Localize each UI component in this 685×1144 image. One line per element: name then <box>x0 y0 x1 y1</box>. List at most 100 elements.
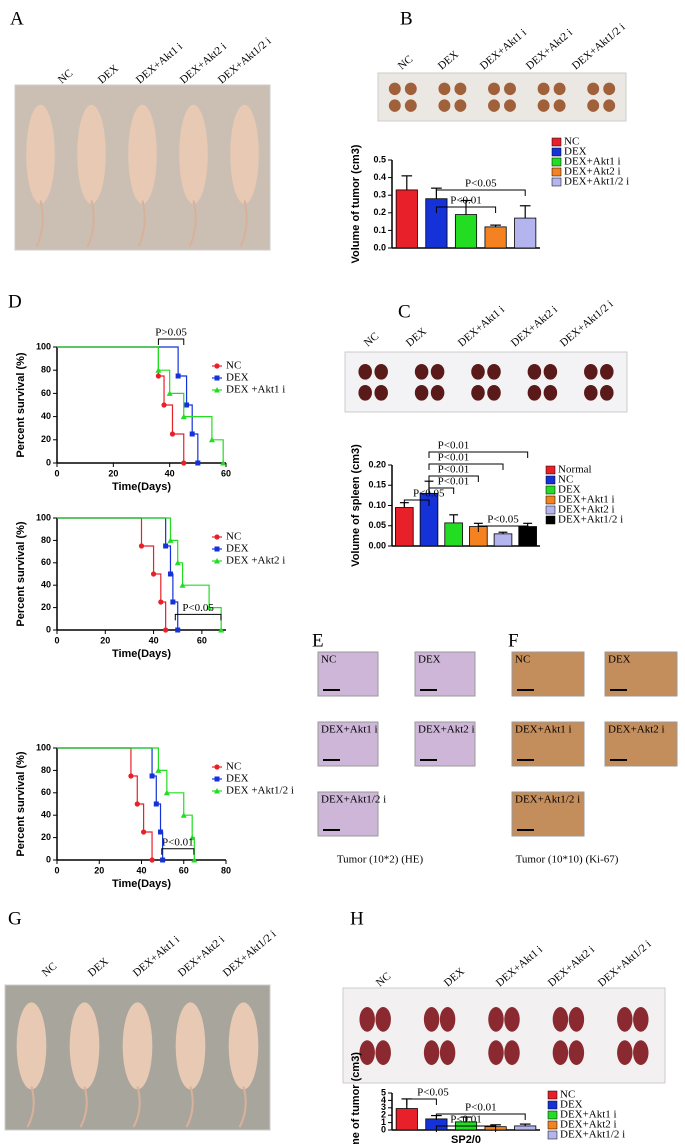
legend-label: DEX <box>560 1099 583 1111</box>
y-tick-label: 80 <box>41 765 51 775</box>
specimen <box>414 385 429 401</box>
legend-swatch <box>545 475 556 485</box>
specimen <box>454 99 467 112</box>
specimen <box>388 82 401 96</box>
point <box>170 599 176 605</box>
mouse-tail <box>35 200 44 248</box>
legend-swatch <box>547 1110 558 1120</box>
mouse-body <box>69 1002 100 1090</box>
specimen <box>439 1007 456 1032</box>
legend-label: NC <box>564 136 579 148</box>
specimen <box>633 1040 649 1065</box>
specimen <box>600 385 614 401</box>
specimen <box>358 364 372 380</box>
mouse-body <box>77 104 106 204</box>
point <box>158 829 164 835</box>
y-tick-label: 1 <box>381 1117 386 1127</box>
specimen <box>388 99 401 112</box>
bar <box>395 507 414 547</box>
point <box>134 801 140 807</box>
point <box>150 571 157 577</box>
legend-swatch <box>547 1130 558 1140</box>
photo <box>377 72 627 122</box>
specimen <box>404 99 417 112</box>
point <box>189 834 196 841</box>
y-tick-label: 80 <box>41 365 51 375</box>
legend-swatch <box>551 167 562 177</box>
legend-label: DEX <box>226 543 249 555</box>
y-tick-label: 0.0 <box>373 242 386 252</box>
significance-bracket <box>406 1098 437 1105</box>
x-tick-label: 0 <box>54 635 59 645</box>
mouse-body <box>128 104 157 204</box>
legend-swatch <box>547 1120 558 1130</box>
micrograph <box>604 721 678 767</box>
mouse-tail <box>239 200 248 248</box>
legend-label: DEX +Akt1/2 i <box>226 785 294 797</box>
y-tick-label: 80 <box>41 535 51 545</box>
specimen <box>543 364 558 380</box>
point <box>141 829 147 835</box>
point <box>218 627 225 633</box>
p-value: P<0.01 <box>438 476 470 488</box>
x-axis-title: Time(Days) <box>112 481 171 493</box>
micrograph-label: NC <box>515 654 530 666</box>
legend-label: DEX+Akt2 i <box>560 1119 617 1131</box>
survival-curve <box>57 517 222 630</box>
legend-marker <box>214 375 220 381</box>
legend-marker <box>214 558 220 564</box>
legend-swatch <box>545 515 556 525</box>
y-tick-label: 0 <box>46 854 51 864</box>
y-tick-label: 0 <box>46 624 51 634</box>
legend-swatch <box>547 1090 558 1100</box>
specimen <box>375 1007 391 1032</box>
specimen <box>454 82 467 96</box>
y-tick-label: 0.2 <box>373 207 386 217</box>
significance-bracket <box>435 206 497 213</box>
photo <box>342 987 666 1084</box>
legend-marker <box>214 387 220 393</box>
y-tick-label: 4 <box>381 1095 386 1105</box>
x-tick-label: 40 <box>136 865 146 875</box>
x-tick-label: 20 <box>100 635 110 645</box>
p-value: P<0.01 <box>450 1114 482 1126</box>
specimen <box>404 82 417 96</box>
y-axis-title: Volume of tumor (cm3) <box>350 1052 362 1144</box>
specimen <box>587 82 600 96</box>
y-tick-label: 20 <box>41 602 51 612</box>
y-tick-label: 0.05 <box>368 520 386 530</box>
specimen <box>359 1007 375 1032</box>
specimen <box>488 99 500 112</box>
point <box>179 582 186 588</box>
significance-bracket <box>174 613 222 621</box>
mouse-body <box>175 1002 206 1090</box>
micrograph-label: DEX+Akt1 i <box>515 724 572 736</box>
point <box>163 627 169 633</box>
legend-marker <box>214 764 220 770</box>
specimen <box>487 385 501 401</box>
mouse-tail <box>26 1086 35 1128</box>
legend-label: NC <box>560 1089 575 1101</box>
micrograph <box>604 651 678 697</box>
point <box>167 537 174 543</box>
y-tick-label: 40 <box>41 810 51 820</box>
point <box>189 431 195 437</box>
significance-bracket <box>477 525 529 532</box>
y-tick-label: 60 <box>41 557 51 567</box>
y-tick-label: 0.15 <box>368 480 386 490</box>
legend-label: NC <box>226 360 241 372</box>
legend-label: DEX+Akt2 i <box>564 166 621 178</box>
legend-label: DEX <box>564 146 587 158</box>
point <box>155 367 162 373</box>
specimen <box>584 364 598 380</box>
point <box>138 543 145 549</box>
point <box>208 436 215 443</box>
specimen <box>438 82 451 96</box>
specimen <box>633 1007 649 1032</box>
y-tick-label: 0 <box>46 457 51 467</box>
legend-swatch <box>551 147 562 157</box>
p-value: P<0.01 <box>438 452 470 464</box>
significance-bracket <box>428 463 504 470</box>
y-tick-label: 100 <box>36 512 51 522</box>
bar <box>493 533 513 547</box>
